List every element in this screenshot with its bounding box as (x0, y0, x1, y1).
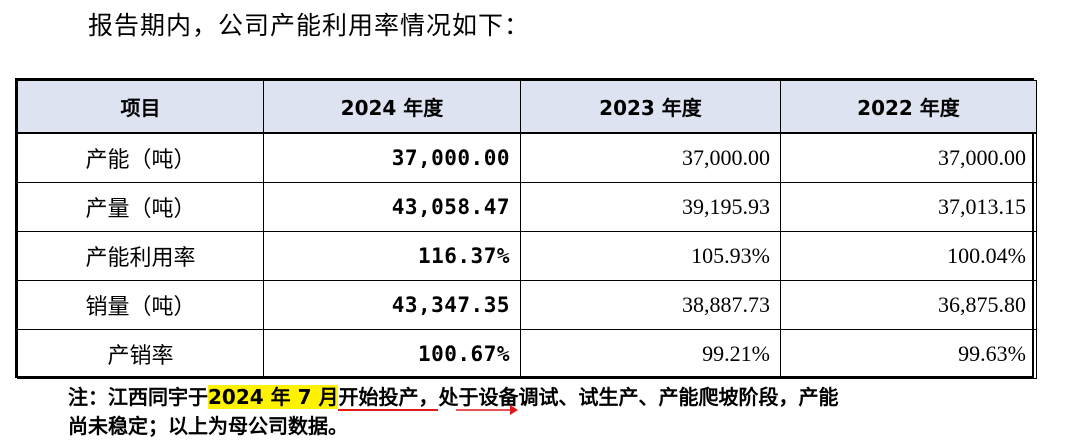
highlighted-date: 2024 年 7 月 (208, 385, 339, 409)
table-row: 销量（吨） 43,347.35 38,887.73 36,875.80 (17, 280, 1037, 330)
intro-paragraph: 报告期内，公司产能利用率情况如下： (88, 11, 531, 40)
table-header-row: 项目 2024 年度 2023 年度 2022 年度 (17, 80, 1037, 134)
table-row: 产销率 100.67% 99.21% 99.63% (17, 329, 1037, 379)
cell-2024: 116.37% (263, 231, 521, 281)
cell-2024: 37,000.00 (263, 132, 521, 183)
cell-2024: 100.67% (263, 329, 521, 379)
header-2022: 2022 年度 (780, 80, 1037, 134)
note-rest: 处于设备调试、试生产、产能爬坡阶段，产能 (438, 385, 839, 409)
header-item: 项目 (17, 80, 264, 134)
cell-2022: 37,000.00 (780, 132, 1037, 183)
capacity-table: 项目 2024 年度 2023 年度 2022 年度 产能（吨） 37,000.… (15, 78, 1037, 379)
row-label: 产能利用率 (17, 231, 264, 281)
row-label: 销量（吨） (17, 280, 264, 330)
table-row: 产量（吨） 43,058.47 39,195.93 37,013.15 (17, 182, 1037, 232)
header-2023: 2023 年度 (520, 80, 781, 134)
row-label: 产能（吨） (17, 132, 264, 183)
cell-2023: 37,000.00 (520, 132, 781, 183)
red-arrow-annotation (456, 405, 518, 415)
cell-2022: 37,013.15 (780, 182, 1037, 232)
cell-2022: 100.04% (780, 231, 1037, 281)
note-line2: 尚未稳定；以上为母公司数据。 (68, 414, 348, 438)
row-label: 产销率 (17, 329, 264, 379)
cell-2023: 105.93% (520, 231, 781, 281)
header-2024: 2024 年度 (263, 80, 521, 134)
row-label: 产量（吨） (17, 182, 264, 232)
cell-2023: 38,887.73 (520, 280, 781, 330)
underlined-phrase: 开始投产， (338, 385, 439, 411)
cell-2024: 43,347.35 (263, 280, 521, 330)
table-footnote: 注：江西同宇于2024 年 7 月开始投产，处于设备调试、试生产、产能爬坡阶段，… (68, 383, 1068, 441)
note-prefix: 注：江西同宇于 (68, 385, 208, 409)
cell-2022: 36,875.80 (780, 280, 1037, 330)
cell-2023: 39,195.93 (520, 182, 781, 232)
cell-2023: 99.21% (520, 329, 781, 379)
cell-2024: 43,058.47 (263, 182, 521, 232)
cell-2022: 99.63% (780, 329, 1037, 379)
table-row: 产能利用率 116.37% 105.93% 100.04% (17, 231, 1037, 281)
table-row: 产能（吨） 37,000.00 37,000.00 37,000.00 (17, 132, 1037, 183)
